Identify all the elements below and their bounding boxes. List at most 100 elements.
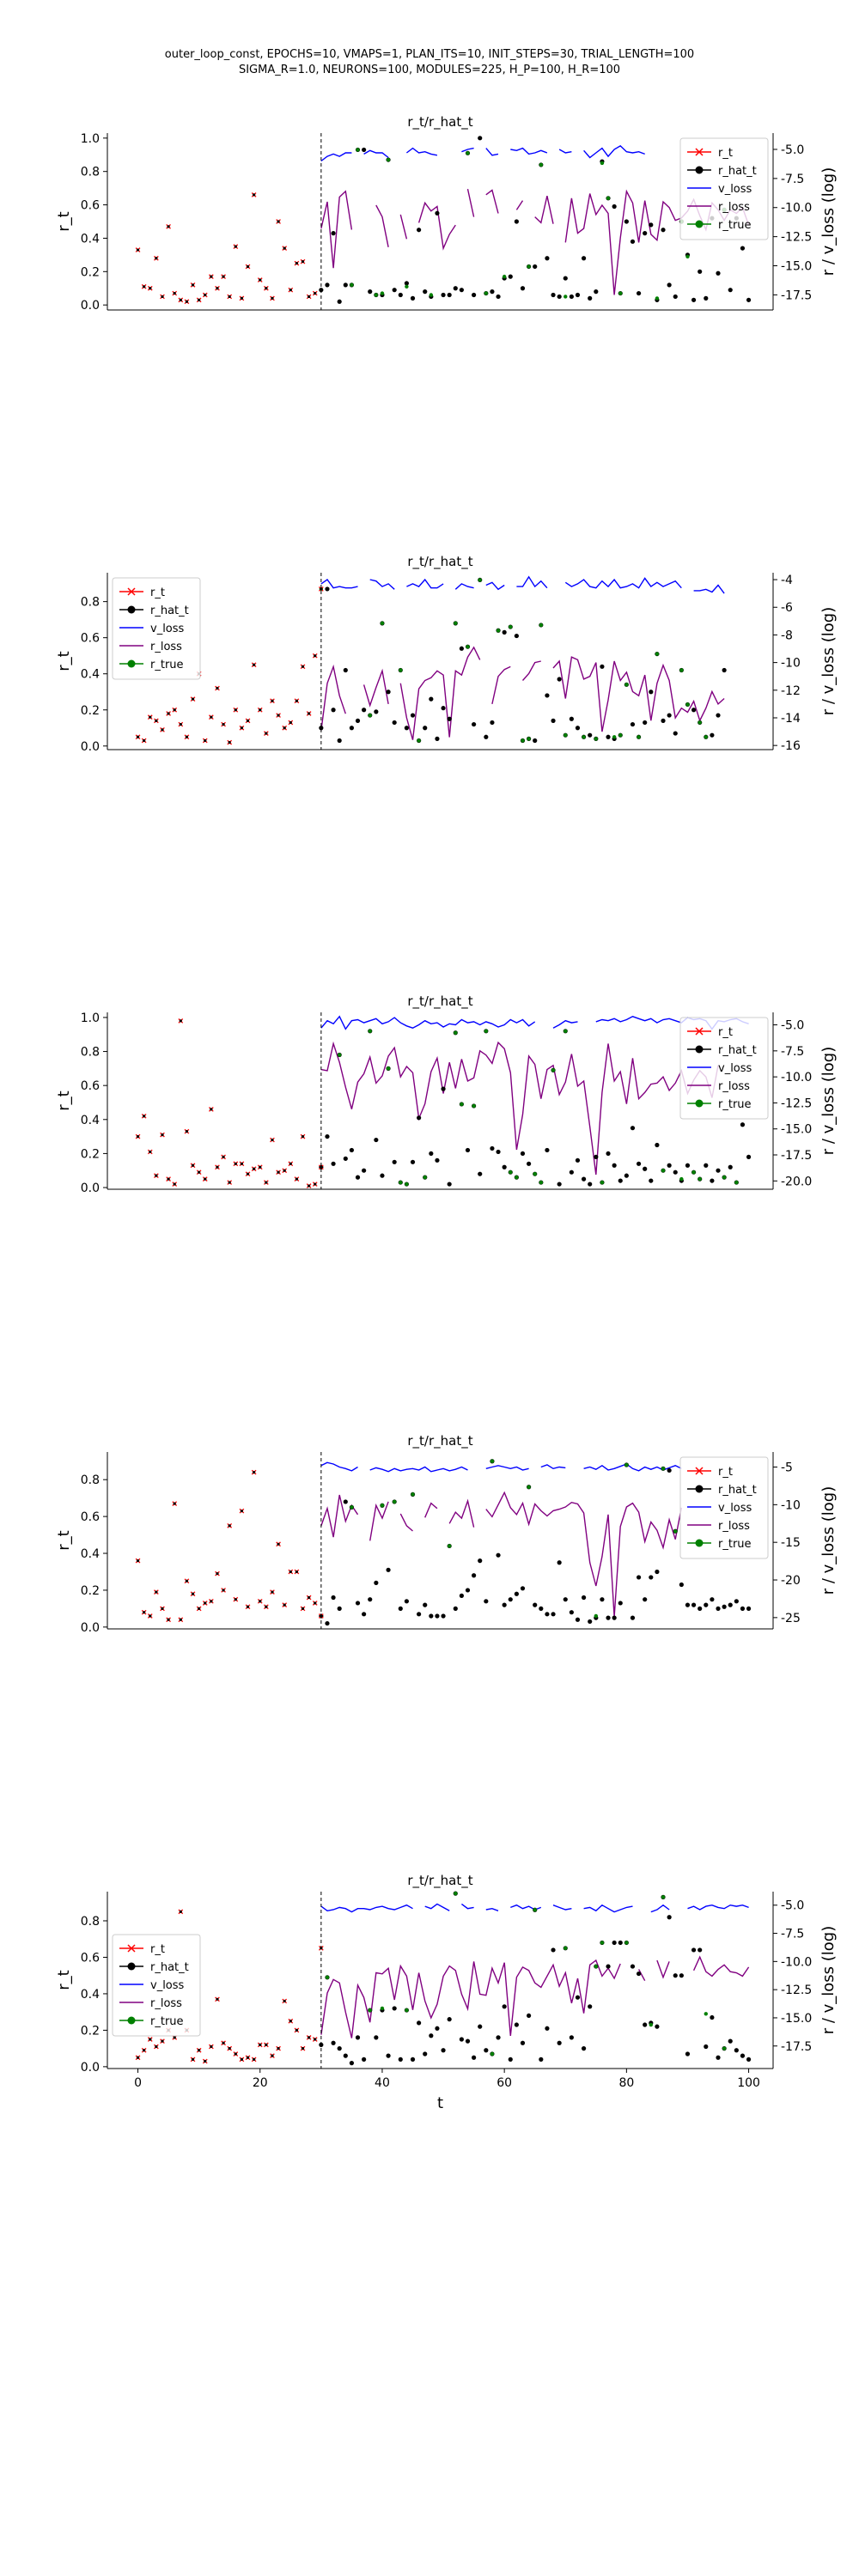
legend-label: r_hat_t <box>718 165 757 178</box>
r-hat-t-point <box>655 2024 660 2029</box>
r-t-point-dot <box>210 715 213 719</box>
r-hat-t-point <box>453 1606 458 1611</box>
r-t-point-dot <box>234 2052 237 2056</box>
r-true-point <box>685 254 690 259</box>
r-hat-t-point <box>557 1560 562 1565</box>
y2-tick-label: -12.5 <box>781 231 812 245</box>
r-true-point <box>594 1964 599 1969</box>
r-t-point-dot <box>149 1150 152 1154</box>
y2-tick-label: -15.0 <box>781 2012 812 2026</box>
r-hat-t-point <box>575 1617 581 1622</box>
r-true-point <box>454 1030 458 1035</box>
r-hat-t-point <box>392 2006 397 2011</box>
legend: r_t r_hat_t v_loss r_loss r_true <box>679 1456 769 1559</box>
y2-tick-label: -14 <box>781 712 801 726</box>
r-t-point-dot <box>283 246 286 250</box>
r-hat-t-point <box>661 718 666 723</box>
r-hat-t-point <box>740 1122 746 1127</box>
r-hat-t-point <box>740 1606 746 1611</box>
legend-swatch-marker <box>695 166 704 174</box>
y2-tick-label: -5.0 <box>781 1019 804 1033</box>
r-hat-t-point <box>581 2046 587 2051</box>
r-t-point-dot <box>308 1595 311 1600</box>
r-true-point <box>564 295 568 299</box>
r-hat-t-point <box>520 2040 526 2045</box>
r-t-point-dot <box>295 2028 299 2032</box>
r-t-point-dot <box>240 2057 244 2061</box>
r-hat-t-point <box>355 2035 361 2040</box>
r-hat-t-point <box>325 283 330 288</box>
r-hat-t-point <box>551 718 556 723</box>
r-hat-t-point <box>588 732 593 738</box>
r-t-point-dot <box>143 738 146 743</box>
y2-tick-label: -20 <box>781 1574 801 1588</box>
r-t-point-dot <box>210 275 213 278</box>
r-t-point-dot <box>228 295 231 299</box>
r-hat-t-point <box>649 222 654 228</box>
r-true-point <box>655 652 660 656</box>
legend-frame <box>679 137 769 240</box>
r-hat-t-point <box>588 2004 593 2009</box>
r-t-point-dot <box>185 735 189 738</box>
r-true-point <box>460 1102 464 1107</box>
r-hat-t-point <box>710 1597 715 1602</box>
r-true-point <box>380 2006 385 2011</box>
r-hat-t-point <box>691 1947 697 1953</box>
r-hat-t-point <box>398 292 403 298</box>
r-t-point-dot <box>277 1170 280 1174</box>
r-t-point-dot <box>198 1170 201 1174</box>
r-true-point <box>454 1891 458 1896</box>
r-hat-t-point <box>355 1601 361 1606</box>
r-hat-t-point <box>362 2057 367 2062</box>
y-axis-label: r_t <box>55 1091 73 1110</box>
r-true-point <box>490 2051 495 2057</box>
r-hat-t-point <box>673 1170 678 1175</box>
r-t-point-dot <box>246 1605 250 1608</box>
r-t-point-dot <box>198 2049 201 2052</box>
r-true-point <box>679 1176 684 1182</box>
r-hat-t-point <box>661 228 666 233</box>
r-hat-t-point <box>636 1575 642 1580</box>
r-hat-t-point <box>606 734 611 739</box>
r-hat-t-point <box>722 667 727 673</box>
y2-tick-label: -7.5 <box>781 1045 804 1059</box>
legend-swatch-marker <box>695 1485 704 1493</box>
r-hat-t-point <box>667 1467 672 1473</box>
r-hat-t-point <box>630 721 636 727</box>
y-tick-label: 0.0 <box>81 1182 100 1195</box>
r-hat-t-point <box>429 1613 434 1619</box>
r-hat-t-point <box>746 2057 752 2062</box>
y2-tick-label: -10 <box>781 657 801 671</box>
r-hat-t-point <box>545 693 550 698</box>
r-hat-t-point <box>716 270 721 276</box>
r-t-point-dot <box>143 2049 146 2052</box>
r-t-point-dot <box>308 712 311 715</box>
r-t-point-dot <box>314 291 317 295</box>
r-true-point <box>679 668 684 672</box>
r-t-point-dot <box>149 1614 152 1618</box>
r-hat-t-point <box>502 1164 507 1170</box>
y2-axis-label: r / v_loss (log) <box>819 167 838 276</box>
r-hat-t-point <box>673 1973 678 1978</box>
r-true-point <box>698 720 702 725</box>
r-t-point-dot <box>283 1169 286 1172</box>
legend-frame <box>679 1456 769 1559</box>
r-true-point <box>637 735 641 739</box>
r-hat-t-point <box>563 1597 568 1602</box>
r-hat-t-point <box>636 1971 642 1977</box>
v-loss-line <box>320 575 725 594</box>
legend-label: r_t <box>718 1466 733 1479</box>
r-hat-t-point <box>362 1168 367 1173</box>
y-tick-label: 0.6 <box>81 1079 100 1093</box>
r-t-point-dot <box>308 295 311 299</box>
r-t-point-dot <box>289 2020 292 2023</box>
r-hat-t-point <box>685 2051 691 2057</box>
legend-swatch-marker <box>695 1099 704 1108</box>
r-hat-t-point <box>655 1569 660 1575</box>
r-t-point-dot <box>173 1502 176 1505</box>
y2-tick-label: -10.0 <box>781 1071 812 1084</box>
r-hat-t-point <box>441 1086 446 1091</box>
r-hat-t-point <box>667 713 672 718</box>
r-hat-t-point <box>417 2020 422 2026</box>
y-tick-label: 0.6 <box>81 632 100 646</box>
